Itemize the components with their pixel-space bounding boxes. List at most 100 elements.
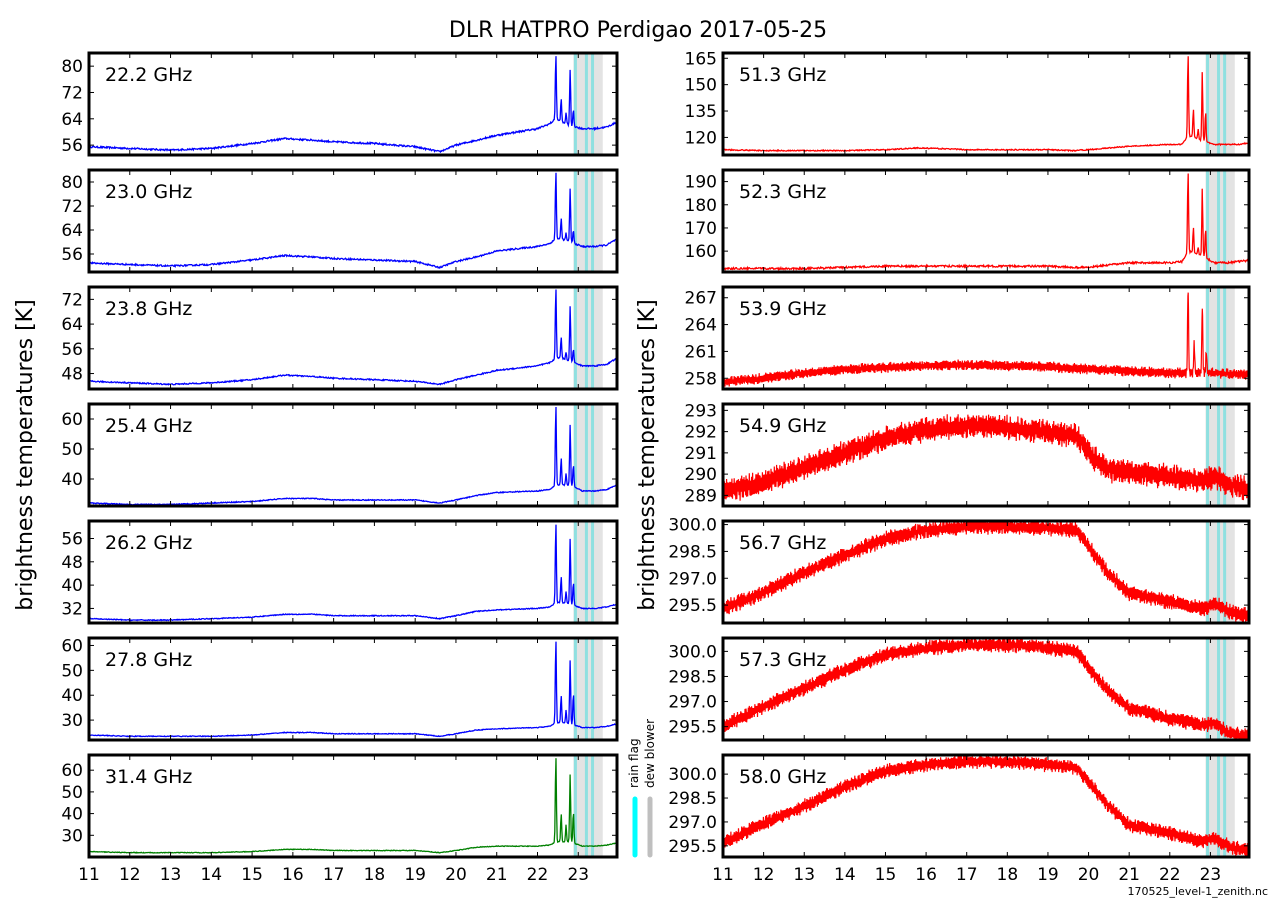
y-tick-label: 291: [685, 444, 717, 464]
y-tick-label: 298.5: [668, 667, 717, 687]
panel-23-0-ghz: 56 64 72 80 23.0 GHz: [61, 168, 619, 274]
y-tick-label: 298.5: [668, 789, 717, 809]
y-tick-label: 180: [685, 196, 717, 216]
y-tick-label: 295.5: [668, 718, 717, 738]
channel-label: 58.0 GHz: [739, 766, 826, 788]
x-tick-label: 12: [119, 865, 141, 885]
panel-53-9-ghz: 258 261 264 267 53.9 GHz: [685, 285, 1251, 391]
panel-25-4-ghz: 40 50 60 25.4 GHz: [61, 402, 619, 508]
y-tick-label: 297.0: [668, 693, 717, 713]
y-tick-label: 64: [61, 221, 83, 241]
x-tick-label: 22: [527, 865, 549, 885]
x-tick-label: 20: [1078, 865, 1100, 885]
x-tick-label: 11: [78, 865, 100, 885]
y-tick-label: 290: [685, 465, 717, 485]
y-tick-label: 300.0: [668, 516, 717, 536]
x-tick-label: 11: [712, 865, 734, 885]
y-tick-label: 40: [61, 805, 83, 825]
y-tick-label: 72: [61, 197, 83, 217]
channel-label: 26.2 GHz: [105, 532, 192, 554]
series-line: [723, 638, 1249, 740]
legend-label-dew-blower: dew blower: [643, 719, 657, 788]
channel-label: 56.7 GHz: [739, 532, 826, 554]
axes-frame: [87, 402, 619, 508]
y-tick-label: 50: [61, 661, 83, 681]
channel-label: 27.8 GHz: [105, 649, 192, 671]
y-tick-label: 56: [61, 136, 83, 156]
panel-52-3-ghz: 160 170 180 190 52.3 GHz: [685, 168, 1251, 274]
y-tick-label: 50: [61, 783, 83, 803]
y-tick-label: 50: [61, 440, 83, 460]
axes-frame: [721, 519, 1251, 625]
x-tick-label: 12: [753, 865, 775, 885]
channel-label: 25.4 GHz: [105, 415, 192, 437]
channel-label: 53.9 GHz: [739, 298, 826, 320]
channel-label: 23.8 GHz: [105, 298, 192, 320]
y-tick-label: 261: [685, 342, 717, 362]
y-tick-label: 80: [61, 57, 83, 77]
y-tick-label: 295.5: [668, 596, 717, 616]
y-tick-label: 40: [61, 470, 83, 490]
x-tick-label: 18: [997, 865, 1019, 885]
dew-blower-span: [573, 287, 603, 389]
dew-blower-span: [573, 755, 603, 857]
chart-title: DLR HATPRO Perdigao 2017-05-25: [449, 18, 827, 43]
x-tick-label: 17: [323, 865, 345, 885]
channel-label: 57.3 GHz: [739, 649, 826, 671]
x-tick-label: 16: [915, 865, 937, 885]
legend-label-rain-flag: rain flag: [627, 738, 641, 788]
series-line: [89, 172, 617, 270]
y-tick-label: 292: [685, 423, 717, 443]
dew-blower-span: [573, 521, 603, 623]
axes-frame: [87, 51, 619, 157]
x-tick-label: 22: [1159, 865, 1181, 885]
x-tick-label: 18: [364, 865, 386, 885]
x-tick-label: 19: [404, 865, 426, 885]
series-line: [723, 292, 1249, 387]
y-tick-label: 135: [685, 102, 717, 122]
panel-22-2-ghz: 56 64 72 80 22.2 GHz: [61, 51, 619, 157]
series-line: [723, 521, 1249, 623]
y-tick-label: 60: [61, 410, 83, 430]
y-axis-label-left: brightness temperatures [K]: [13, 299, 38, 610]
flag-legend: rain flag dew blower: [627, 719, 657, 858]
series-line: [89, 289, 617, 386]
series-line: [89, 56, 617, 154]
series-line: [89, 524, 617, 622]
y-tick-label: 150: [685, 76, 717, 96]
y-tick-label: 48: [61, 553, 83, 573]
axes-frame: [87, 519, 619, 625]
x-tick-label: 15: [241, 865, 263, 885]
panel-51-3-ghz: 120 135 150 165 51.3 GHz: [685, 49, 1251, 157]
dew-blower-span: [573, 638, 603, 740]
y-tick-label: 264: [685, 316, 717, 336]
channel-label: 51.3 GHz: [739, 64, 826, 86]
axes-frame: [87, 636, 619, 742]
channel-label: 54.9 GHz: [739, 415, 826, 437]
y-tick-label: 300.0: [668, 642, 717, 662]
axes-frame: [721, 753, 1251, 859]
dew-blower-span: [573, 170, 603, 272]
channel-label: 22.2 GHz: [105, 64, 192, 86]
dew-blower-span: [1205, 170, 1235, 272]
axes-frame: [87, 168, 619, 274]
source-filename: 170525_level-1_zenith.nc: [1128, 885, 1269, 898]
axes-frame: [721, 285, 1251, 391]
panel-56-7-ghz: 295.5 297.0 298.5 300.0 56.7 GHz: [668, 516, 1251, 625]
y-tick-label: 56: [61, 245, 83, 265]
x-tick-label: 16: [282, 865, 304, 885]
y-tick-label: 170: [685, 219, 717, 239]
panel-27-8-ghz: 30 40 50 60 27.8 GHz: [61, 636, 619, 742]
y-tick-label: 40: [61, 686, 83, 706]
series-line: [89, 641, 617, 738]
series-line: [89, 758, 617, 854]
x-tick-label: 21: [486, 865, 508, 885]
x-tick-label: 23: [567, 865, 589, 885]
y-tick-label: 258: [685, 369, 717, 389]
panel-58-0-ghz: 11 12 13 14 15 16 17 18 19 20 21 22 23 295.5 297.0 298.…: [668, 753, 1251, 885]
y-tick-label: 298.5: [668, 542, 717, 562]
axes-frame: [721, 51, 1251, 157]
x-tick-label: 20: [445, 865, 467, 885]
series-line: [723, 56, 1249, 153]
panel-23-8-ghz: 48 56 64 72 23.8 GHz: [61, 285, 619, 391]
